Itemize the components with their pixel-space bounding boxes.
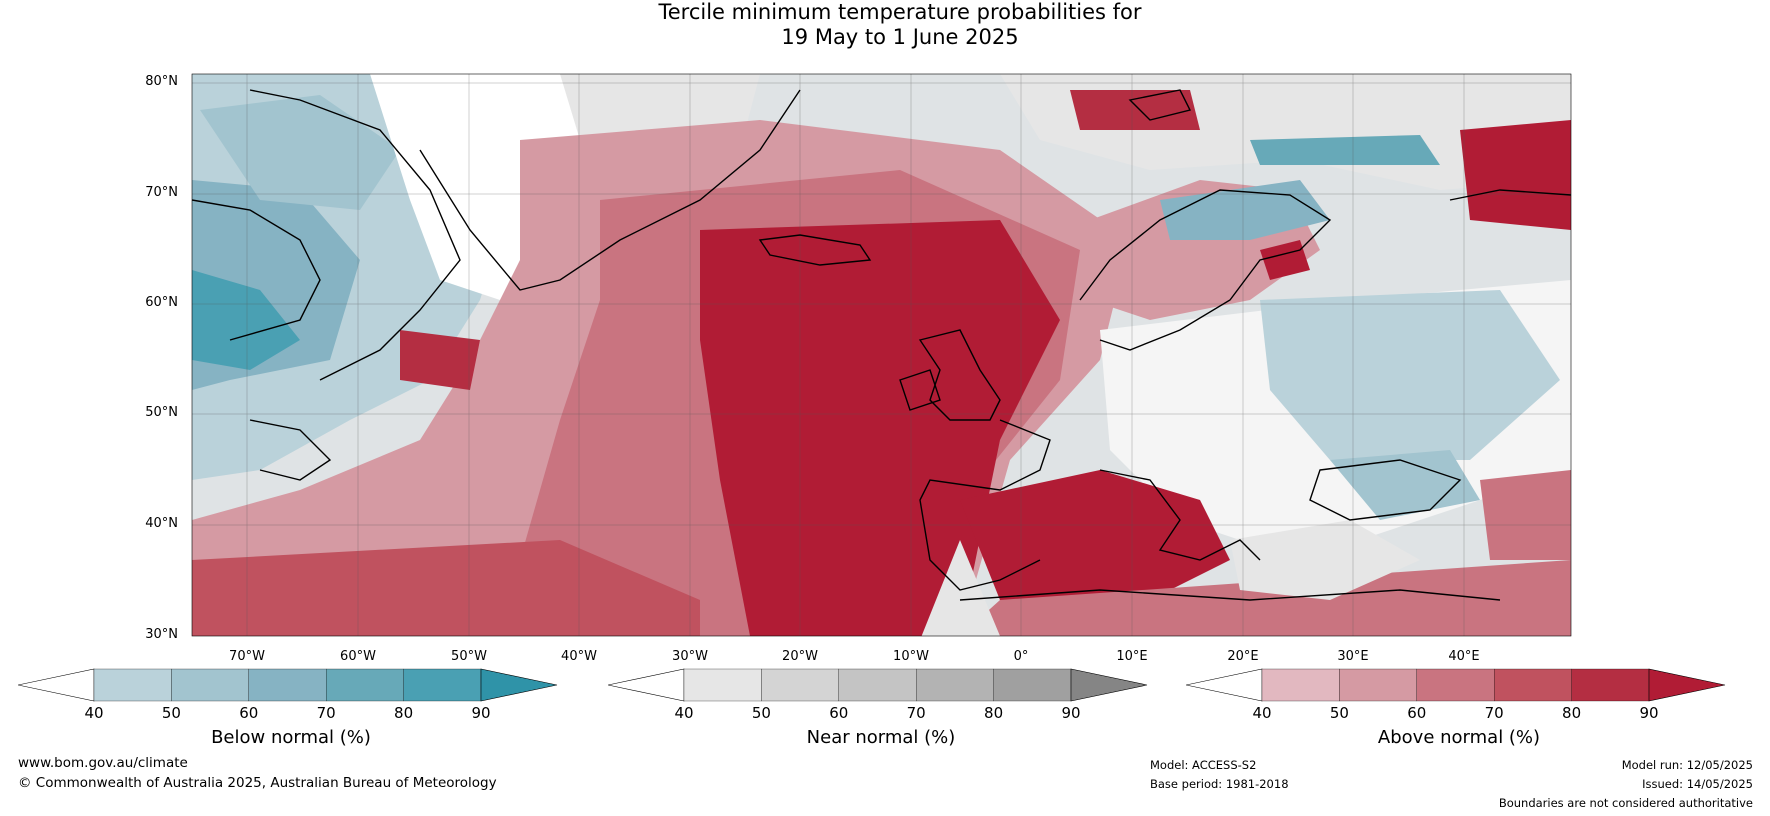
lon-label-0: 0° — [1013, 649, 1029, 664]
colorbar-below-segment — [403, 668, 482, 702]
footer-base-period: Base period: 1981-2018 — [1150, 777, 1289, 791]
colorbar-below-segment — [93, 668, 172, 702]
colorbar-label-below: Below normal (%) — [211, 727, 371, 748]
colorbar-near-extend-high — [1070, 668, 1148, 702]
map-title: Tercile minimum temperature probabilitie… — [0, 0, 1770, 50]
colorbar-near-segment — [683, 668, 762, 702]
colorbar-label-above: Above normal (%) — [1377, 727, 1541, 748]
colorbar-above-segment — [1416, 668, 1495, 702]
colorbar-near-normal — [608, 668, 1148, 702]
colorbar-near-segment — [916, 668, 994, 702]
colorbar-above-normal — [1186, 668, 1726, 702]
lat-label-50n: 50°N — [145, 405, 178, 420]
lon-label-10e: 10°E — [1116, 649, 1148, 664]
lon-label-30e: 30°E — [1337, 649, 1369, 664]
map-frame — [191, 73, 1572, 637]
colorbar-above-tick: 60 — [1407, 704, 1427, 722]
lat-label-40n: 40°N — [145, 516, 178, 531]
lat-label-60n: 60°N — [145, 295, 178, 310]
colorbar-above-extend-low — [1186, 668, 1263, 702]
lon-label-50w: 50°W — [451, 649, 487, 664]
lon-label-20w: 20°W — [782, 649, 818, 664]
colorbar-below-tick: 40 — [84, 704, 104, 722]
lon-label-20e: 20°E — [1227, 649, 1259, 664]
lat-label-30n: 30°N — [145, 627, 178, 642]
colorbar-below-segment — [171, 668, 249, 702]
colorbar-below-tick: 80 — [394, 704, 414, 722]
lon-label-10w: 10°W — [893, 649, 929, 664]
colorbar-above-tick: 40 — [1252, 704, 1272, 722]
colorbar-above-tick: 90 — [1639, 704, 1659, 722]
colorbar-near-tick: 50 — [751, 704, 771, 722]
colorbar-near-tick: 80 — [984, 704, 1004, 722]
colorbar-below-tick: 70 — [316, 704, 336, 722]
colorbar-above-segment — [1339, 668, 1417, 702]
map-fill — [192, 74, 1571, 636]
colorbar-near-segment — [761, 668, 839, 702]
colorbar-below-tick: 90 — [471, 704, 491, 722]
colorbar-below-extend-low — [18, 668, 95, 702]
colorbar-near-extend-low — [608, 668, 685, 702]
colorbar-below-segment — [248, 668, 327, 702]
lat-label-70n: 70°N — [145, 185, 178, 200]
colorbar-near-tick: 70 — [906, 704, 926, 722]
colorbar-near-tick: 60 — [829, 704, 849, 722]
colorbar-above-tick: 80 — [1562, 704, 1582, 722]
colorbar-above-tick: 50 — [1329, 704, 1349, 722]
lon-label-30w: 30°W — [672, 649, 708, 664]
colorbar-below-tick: 60 — [239, 704, 259, 722]
footer-url: www.bom.gov.au/climate — [18, 755, 188, 771]
colorbar-below-segment — [326, 668, 404, 702]
colorbar-above-segment — [1571, 668, 1650, 702]
colorbar-above-extend-high — [1648, 668, 1726, 702]
colorbar-above-tick: 70 — [1484, 704, 1504, 722]
title-line-1: Tercile minimum temperature probabilitie… — [658, 0, 1142, 24]
lon-label-40w: 40°W — [561, 649, 597, 664]
lon-label-60w: 60°W — [340, 649, 376, 664]
colorbar-below-tick: 50 — [161, 704, 181, 722]
colorbar-near-segment — [838, 668, 917, 702]
footer-disclaimer: Boundaries are not considered authoritat… — [1498, 796, 1753, 810]
lat-label-80n: 80°N — [145, 74, 178, 89]
title-line-2: 19 May to 1 June 2025 — [781, 25, 1019, 49]
colorbar-above-segment — [1494, 668, 1572, 702]
colorbar-below-normal — [18, 668, 558, 702]
footer-model: Model: ACCESS-S2 — [1150, 758, 1257, 772]
colorbar-below-extend-high — [480, 668, 558, 702]
colorbar-near-tick: 90 — [1061, 704, 1081, 722]
coastlines — [192, 89, 1571, 601]
colorbar-near-segment — [993, 668, 1072, 702]
footer-model-run: Model run: 12/05/2025 — [1621, 758, 1753, 772]
lon-label-40e: 40°E — [1448, 649, 1480, 664]
lon-label-70w: 70°W — [229, 649, 265, 664]
footer-copyright: © Commonwealth of Australia 2025, Austra… — [18, 775, 497, 791]
colorbar-near-tick: 40 — [674, 704, 694, 722]
colorbar-label-near: Near normal (%) — [806, 727, 956, 748]
footer-issued: Issued: 14/05/2025 — [1642, 777, 1753, 791]
colorbar-above-segment — [1261, 668, 1340, 702]
